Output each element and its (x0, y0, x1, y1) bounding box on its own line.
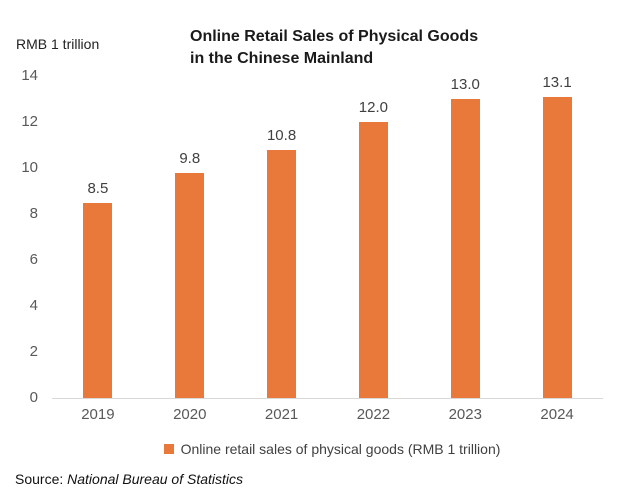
x-tick-label: 2020 (173, 406, 207, 423)
y-axis-title: RMB 1 trillion (16, 36, 100, 52)
bar-value-label: 8.5 (87, 179, 109, 197)
x-tick-label: 2021 (264, 406, 299, 423)
source-name: National Bureau of Statistics (67, 471, 244, 487)
x-tick-label: 2024 (540, 406, 574, 423)
legend: Online retail sales of physical goods (R… (52, 440, 612, 457)
y-tick-label: 4 (29, 297, 38, 314)
y-tick-label: 8 (29, 205, 38, 222)
source-prefix: Source: (15, 471, 68, 487)
bar-value-label: 10.8 (266, 126, 297, 144)
x-tick-label: 2023 (448, 406, 482, 423)
y-tick-label: 12 (21, 113, 38, 130)
bar (450, 99, 480, 398)
x-tick-label: 2022 (356, 406, 391, 423)
bar (267, 149, 297, 398)
chart-title: Online Retail Sales of Physical Goods in… (190, 28, 479, 67)
x-axis-line (52, 398, 603, 399)
y-tick-label: 6 (29, 251, 38, 268)
bar-value-label: 13.0 (450, 76, 480, 93)
y-tick-label: 10 (21, 159, 38, 176)
bar (175, 172, 205, 398)
y-tick-label: 2 (29, 343, 38, 360)
bar-value-label: 12.0 (358, 99, 388, 116)
y-tick-label: 0 (29, 389, 38, 406)
bar (358, 122, 388, 398)
source-note: Source: National Bureau of Statistics (15, 471, 243, 487)
x-tick-label: 2019 (81, 406, 115, 423)
bar (542, 96, 572, 398)
bar-value-label: 9.8 (179, 149, 201, 167)
y-tick-label: 14 (21, 67, 38, 84)
legend-label: Online retail sales of physical goods (R… (180, 440, 501, 457)
legend-swatch-icon (163, 443, 174, 454)
bar-value-label: 13.1 (542, 73, 572, 91)
bar (83, 202, 113, 398)
